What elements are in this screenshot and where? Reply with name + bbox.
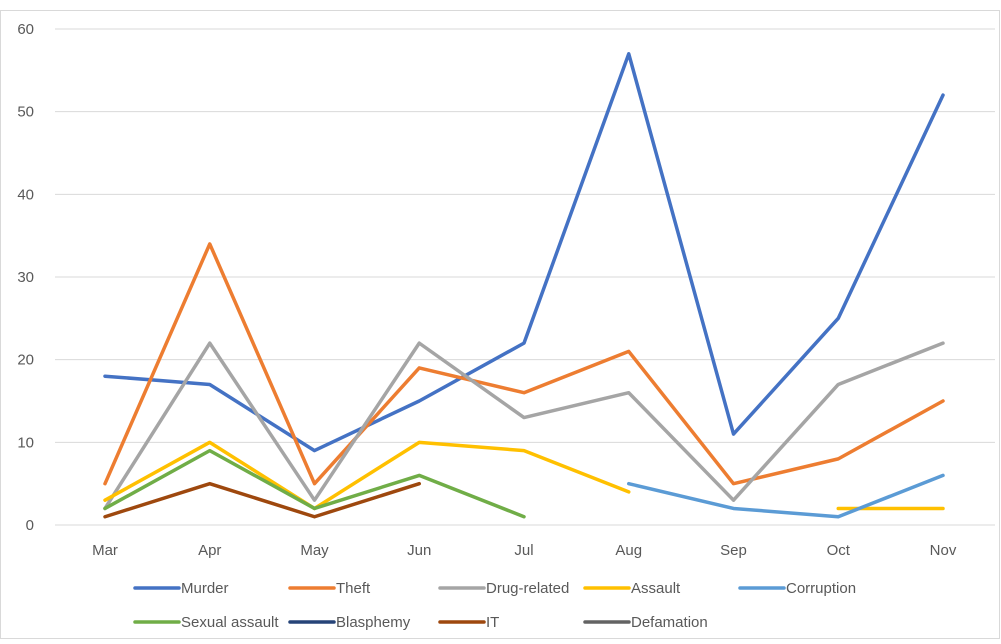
legend-label: Blasphemy bbox=[336, 614, 411, 631]
y-tick-label: 30 bbox=[17, 269, 34, 286]
y-tick-label: 60 bbox=[17, 21, 34, 38]
legend-item-sexual-assault: Sexual assault bbox=[133, 614, 279, 631]
y-tick-label: 20 bbox=[17, 352, 34, 369]
series-line-assault bbox=[103, 440, 631, 511]
y-tick-label: 0 bbox=[26, 517, 34, 534]
x-tick-label: Jun bbox=[407, 542, 431, 559]
y-tick-label: 50 bbox=[17, 104, 34, 121]
x-tick-label: Oct bbox=[827, 542, 851, 559]
legend-label: Theft bbox=[336, 580, 371, 597]
legend-label: Sexual assault bbox=[181, 614, 279, 631]
series-line-murder bbox=[103, 52, 945, 453]
legend-item-murder: Murder bbox=[133, 580, 229, 597]
series-line-theft bbox=[103, 242, 945, 486]
legend-label: Drug-related bbox=[486, 580, 569, 597]
legend: Murder Theft Drug-related Assault Corruption… bbox=[133, 580, 856, 631]
legend-item-it: IT bbox=[438, 614, 499, 631]
legend-label: Defamation bbox=[631, 614, 708, 631]
series-line-drug-related bbox=[103, 341, 945, 511]
legend-item-theft: Theft bbox=[288, 580, 371, 597]
series-lines bbox=[103, 52, 945, 519]
y-tick-label: 40 bbox=[17, 186, 34, 203]
legend-label: IT bbox=[486, 614, 499, 631]
legend-label: Murder bbox=[181, 580, 229, 597]
y-axis-ticks: 0 10 20 30 40 50 60 bbox=[17, 21, 34, 534]
x-tick-label: Nov bbox=[930, 542, 957, 559]
legend-item-defamation: Defamation bbox=[583, 614, 708, 631]
legend-label: Corruption bbox=[786, 580, 856, 597]
x-tick-label: Jul bbox=[514, 542, 533, 559]
legend-label: Assault bbox=[631, 580, 681, 597]
x-tick-label: Aug bbox=[615, 542, 642, 559]
series-line-corruption bbox=[627, 473, 945, 519]
x-axis-ticks: Mar Apr May Jun Jul Aug Sep Oct Nov bbox=[92, 542, 957, 559]
legend-item-assault: Assault bbox=[583, 580, 681, 597]
x-tick-label: Apr bbox=[198, 542, 221, 559]
x-tick-label: Mar bbox=[92, 542, 118, 559]
y-tick-label: 10 bbox=[17, 434, 34, 451]
legend-item-blasphemy: Blasphemy bbox=[288, 614, 411, 631]
series-line-it bbox=[103, 481, 421, 519]
legend-item-corruption: Corruption bbox=[738, 580, 856, 597]
x-tick-label: May bbox=[300, 542, 329, 559]
series-line-sexual-assault bbox=[103, 448, 526, 519]
legend-item-drug-related: Drug-related bbox=[438, 580, 569, 597]
x-tick-label: Sep bbox=[720, 542, 747, 559]
